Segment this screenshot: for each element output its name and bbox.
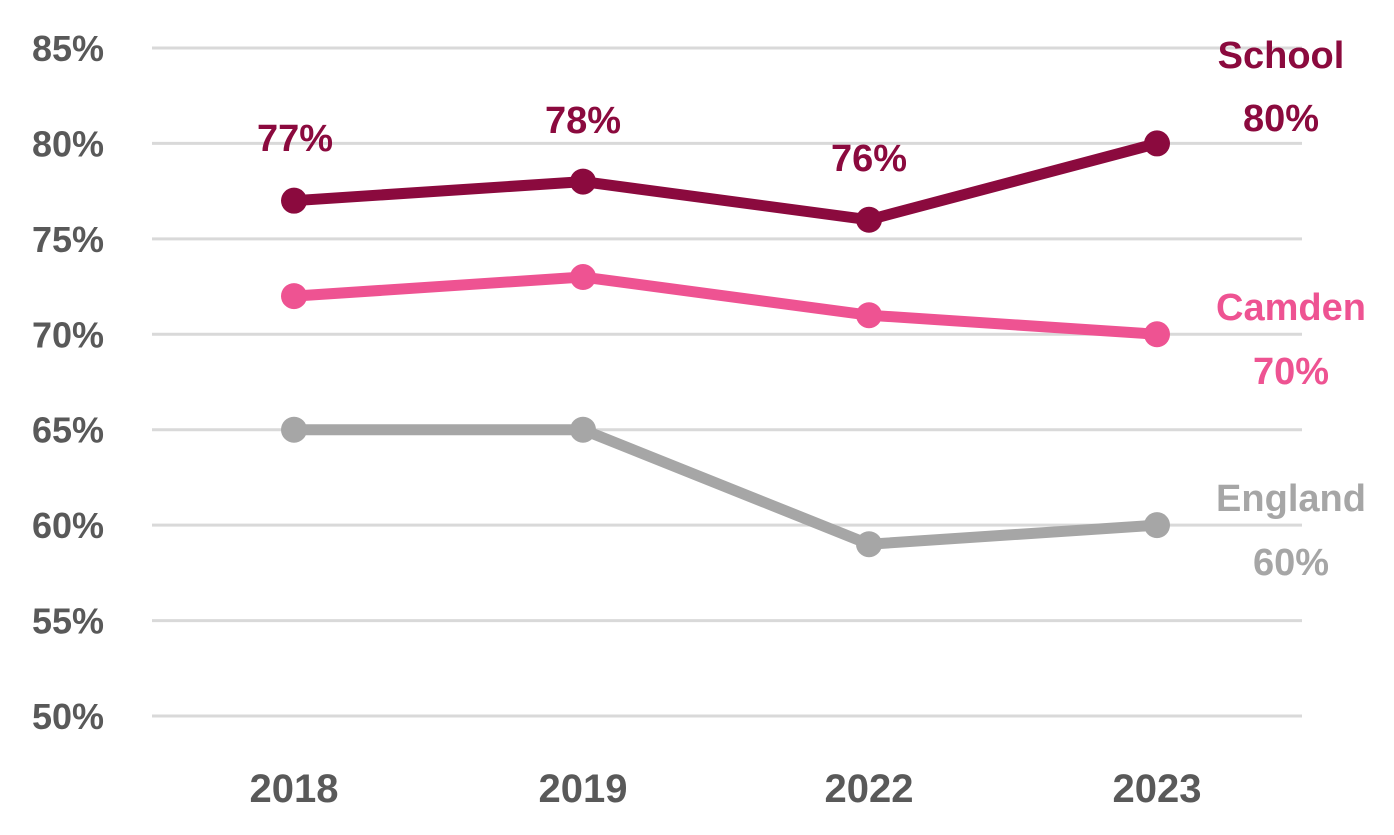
- england-point: [856, 531, 882, 558]
- school-data-label: 76%: [831, 138, 907, 180]
- camden-series-line: [288, 271, 1163, 340]
- y-axis-ticks: 50% 55% 60% 65% 70% 75% 80% 85%: [32, 28, 104, 737]
- camden-point: [856, 302, 882, 329]
- england-point: [570, 416, 596, 443]
- y-tick-label: 55%: [32, 601, 104, 642]
- y-tick-label: 80%: [32, 123, 104, 164]
- school-point: [281, 187, 307, 214]
- camden-point: [570, 264, 596, 291]
- england-series-line: [288, 424, 1163, 550]
- x-tick-label: 2023: [1113, 767, 1202, 811]
- x-tick-label: 2019: [539, 767, 628, 811]
- england-point: [1144, 512, 1170, 539]
- y-tick-label: 70%: [32, 314, 104, 355]
- y-tick-label: 75%: [32, 219, 104, 260]
- england-end-label: 60%: [1253, 542, 1329, 584]
- labels: School 77% 78% 76% 80% Camden 70% England 60%: [257, 35, 1366, 584]
- y-tick-label: 60%: [32, 505, 104, 546]
- england-series-name: England: [1216, 478, 1366, 520]
- england-point: [281, 416, 307, 443]
- x-tick-label: 2022: [825, 767, 914, 811]
- school-series-line: [288, 137, 1163, 226]
- school-data-label: 77%: [257, 118, 333, 160]
- camden-series-name: Camden: [1216, 287, 1366, 329]
- y-tick-label: 85%: [32, 28, 104, 69]
- y-tick-label: 50%: [32, 696, 104, 737]
- school-data-label: 78%: [545, 100, 621, 142]
- x-axis-ticks: 2018 2019 2022 2023: [250, 767, 1202, 811]
- school-data-label: 80%: [1243, 98, 1319, 140]
- school-point: [856, 206, 882, 233]
- series: [281, 130, 1170, 558]
- school-point: [570, 168, 596, 195]
- camden-point: [281, 283, 307, 310]
- y-tick-label: 65%: [32, 410, 104, 451]
- school-series-name: School: [1218, 35, 1345, 77]
- camden-point: [1144, 321, 1170, 348]
- school-point: [1144, 130, 1170, 157]
- camden-end-label: 70%: [1253, 351, 1329, 393]
- x-tick-label: 2018: [250, 767, 339, 811]
